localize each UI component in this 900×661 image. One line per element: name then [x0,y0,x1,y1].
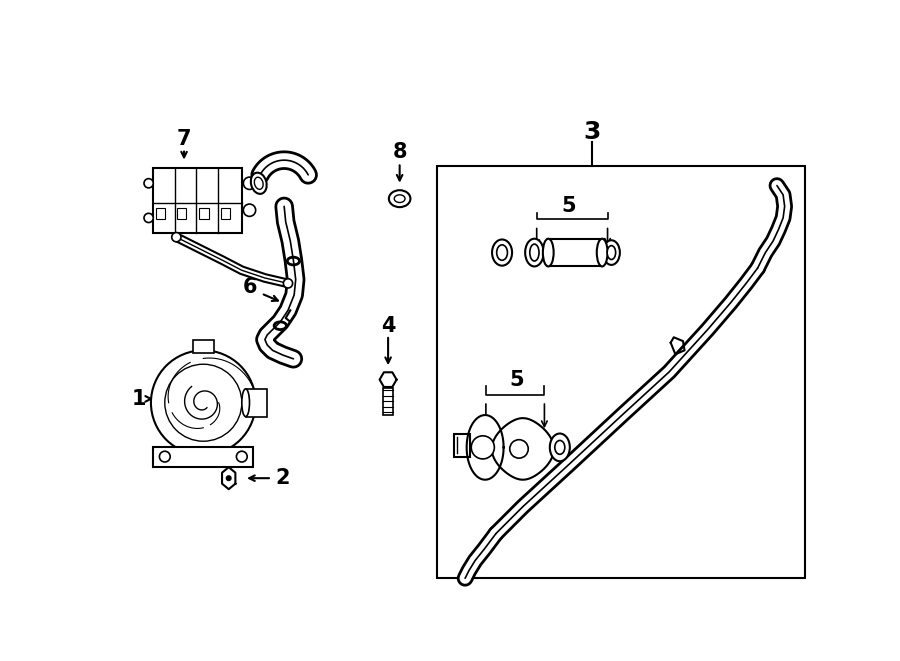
Circle shape [159,451,170,462]
Circle shape [243,204,256,216]
Circle shape [165,364,242,442]
Bar [200,208,209,219]
Ellipse shape [242,389,249,416]
Text: 1: 1 [132,389,147,409]
Bar [548,239,602,266]
Circle shape [472,436,494,459]
Ellipse shape [497,245,508,260]
Bar [156,208,165,219]
Ellipse shape [603,240,620,265]
Ellipse shape [389,190,410,207]
Circle shape [172,233,181,242]
Ellipse shape [492,239,512,266]
Circle shape [144,178,153,188]
Circle shape [509,440,528,458]
Ellipse shape [608,246,616,260]
Ellipse shape [394,195,405,202]
Ellipse shape [526,239,544,266]
Text: 3: 3 [583,120,601,143]
Text: 4: 4 [381,316,395,336]
Circle shape [243,177,256,190]
Circle shape [227,476,231,481]
Text: 6: 6 [242,277,256,297]
Circle shape [151,350,256,455]
Bar [153,168,242,233]
Text: 7: 7 [176,130,192,149]
Ellipse shape [530,244,539,261]
Ellipse shape [550,434,570,461]
Text: 5: 5 [562,196,576,216]
Bar [246,389,267,416]
Bar [193,340,214,354]
Text: 5: 5 [509,369,524,389]
Bar [454,434,471,457]
Ellipse shape [554,440,565,454]
Ellipse shape [597,239,608,266]
Circle shape [237,451,248,462]
Polygon shape [466,415,504,480]
Bar [436,165,805,578]
Text: 2: 2 [275,468,290,488]
Ellipse shape [543,239,553,266]
Circle shape [284,279,292,288]
Ellipse shape [251,173,266,194]
Text: 8: 8 [392,143,407,163]
Bar [153,447,254,467]
Bar [177,208,186,219]
Bar [382,388,393,415]
Polygon shape [492,418,554,480]
Circle shape [144,214,153,223]
Bar [221,208,230,219]
